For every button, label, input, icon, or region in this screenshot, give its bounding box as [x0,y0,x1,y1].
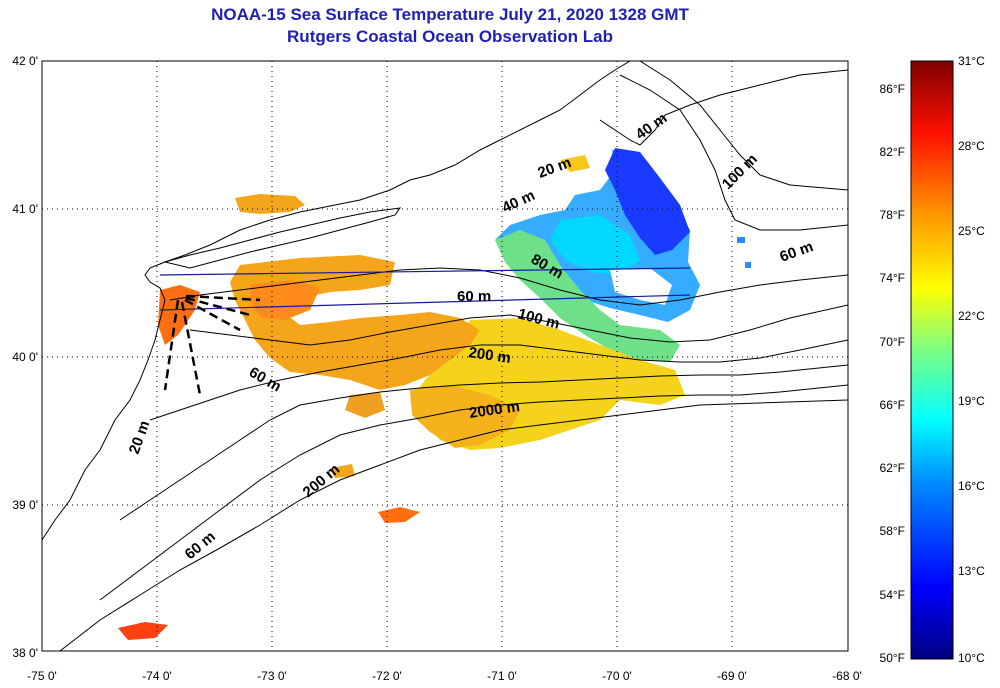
long-island [163,207,402,269]
fahrenheit-label: 78°F [880,208,905,222]
lon-tick-label: -69 0' [717,669,747,683]
lon-tick-label: -73 0' [257,669,287,683]
celsius-label: 10°C [958,651,985,665]
latitude-ticks: 42 0' 41 0' 40 0' 39 0' 38 0' [12,54,38,660]
sst-patch-orange-west [345,392,385,418]
fahrenheit-label: 86°F [880,82,905,96]
lon-tick-label: -72 0' [372,669,402,683]
lon-tick-label: -75 0' [27,669,57,683]
lon-tick-label: -68 0' [832,669,862,683]
fahrenheit-label: 82°F [880,145,905,159]
depth-contours [59,61,848,651]
map-subtitle: Rutgers Coastal Ocean Observation Lab [287,27,613,46]
celsius-label: 31°C [958,54,985,68]
sst-patch-cyan [550,215,640,275]
sst-patch-green [495,230,680,362]
sst-patch-dot [737,237,745,243]
sst-patch-orange-core [250,280,320,320]
fahrenheit-label: 62°F [880,461,905,475]
colorbar-celsius-labels: 31°C 28°C 25°C 22°C 19°C 16°C 13°C 10°C [958,54,985,665]
contour-label: 60 m [457,288,491,305]
fahrenheit-label: 54°F [880,588,905,602]
lon-tick-label: -71 0' [487,669,517,683]
sst-patch-nantucket-edge [560,155,590,172]
colorbar-fahrenheit-labels: 86°F 82°F 78°F 74°F 70°F 66°F 62°F 58°F 54°F 50°F [880,82,905,665]
celsius-label: 28°C [958,139,985,153]
map-content [42,61,848,651]
fahrenheit-label: 74°F [880,271,905,285]
lat-tick-label: 40 0' [12,350,38,364]
lat-tick-label: 41 0' [12,202,38,216]
sst-patch-small-2 [118,622,168,640]
sst-patch-small-3 [330,464,355,478]
sst-patch-dot-2 [745,262,751,268]
celsius-label: 19°C [958,394,985,408]
fahrenheit-label: 70°F [880,335,905,349]
contour-label: 200 m [467,344,511,367]
longitude-ticks: -75 0' -74 0' -73 0' -72 0' -71 0' -70 0' -69 … [27,669,862,683]
celsius-label: 25°C [958,224,985,238]
celsius-label: 13°C [958,564,985,578]
fahrenheit-label: 50°F [880,651,905,665]
lon-tick-label: -74 0' [142,669,172,683]
celsius-label: 22°C [958,309,985,323]
lat-tick-label: 42 0' [12,54,38,68]
grid [42,61,848,651]
cruise-tracks [159,267,691,311]
fahrenheit-label: 66°F [880,398,905,412]
fahrenheit-label: 58°F [880,524,905,538]
lon-tick-label: -70 0' [602,669,632,683]
colorbar [910,60,954,660]
map-title: NOAA-15 Sea Surface Temperature July 21,… [211,5,689,24]
sst-patch-deep-blue [605,148,690,255]
lat-tick-label: 38 0' [12,646,38,660]
lat-tick-label: 39 0' [12,498,38,512]
coastline [42,61,848,541]
contour-label: 2000 m [468,398,521,422]
dashed-lines [163,294,261,396]
sst-patch-small-1 [378,507,420,523]
celsius-label: 16°C [958,479,985,493]
